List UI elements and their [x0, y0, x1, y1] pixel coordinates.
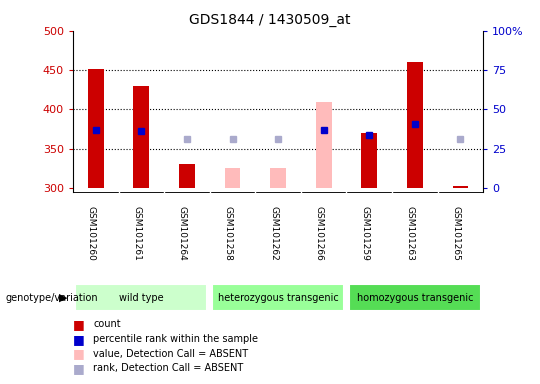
Text: ■: ■: [73, 318, 85, 331]
Text: GSM101261: GSM101261: [132, 205, 141, 260]
Text: ▶: ▶: [59, 293, 68, 303]
Text: value, Detection Call = ABSENT: value, Detection Call = ABSENT: [93, 349, 248, 359]
Text: rank, Detection Call = ABSENT: rank, Detection Call = ABSENT: [93, 363, 244, 373]
Text: count: count: [93, 319, 121, 329]
Text: GSM101264: GSM101264: [178, 205, 187, 260]
Text: ■: ■: [73, 347, 85, 360]
Bar: [407, 62, 423, 188]
Text: wild type: wild type: [119, 293, 164, 303]
Text: genotype/variation: genotype/variation: [5, 293, 98, 303]
Text: GSM101262: GSM101262: [269, 205, 278, 260]
Text: ■: ■: [73, 362, 85, 375]
Bar: [361, 133, 377, 188]
Text: GSM101260: GSM101260: [87, 205, 96, 260]
Bar: [453, 187, 469, 188]
Bar: [212, 284, 344, 311]
Bar: [133, 86, 149, 188]
Text: GSM101259: GSM101259: [360, 205, 369, 260]
Text: percentile rank within the sample: percentile rank within the sample: [93, 334, 259, 344]
Bar: [179, 164, 195, 188]
Text: heterozygous transgenic: heterozygous transgenic: [218, 293, 339, 303]
Text: GSM101266: GSM101266: [315, 205, 323, 260]
Text: GDS1844 / 1430509_at: GDS1844 / 1430509_at: [189, 13, 351, 27]
Text: GSM101258: GSM101258: [224, 205, 233, 260]
Bar: [270, 167, 286, 188]
Bar: [349, 284, 481, 311]
Text: homozygous transgenic: homozygous transgenic: [356, 293, 473, 303]
Bar: [87, 69, 104, 188]
Text: ■: ■: [73, 333, 85, 346]
Bar: [75, 284, 207, 311]
Bar: [225, 169, 240, 188]
Bar: [316, 101, 332, 188]
Text: GSM101265: GSM101265: [451, 205, 461, 260]
Text: GSM101263: GSM101263: [406, 205, 415, 260]
